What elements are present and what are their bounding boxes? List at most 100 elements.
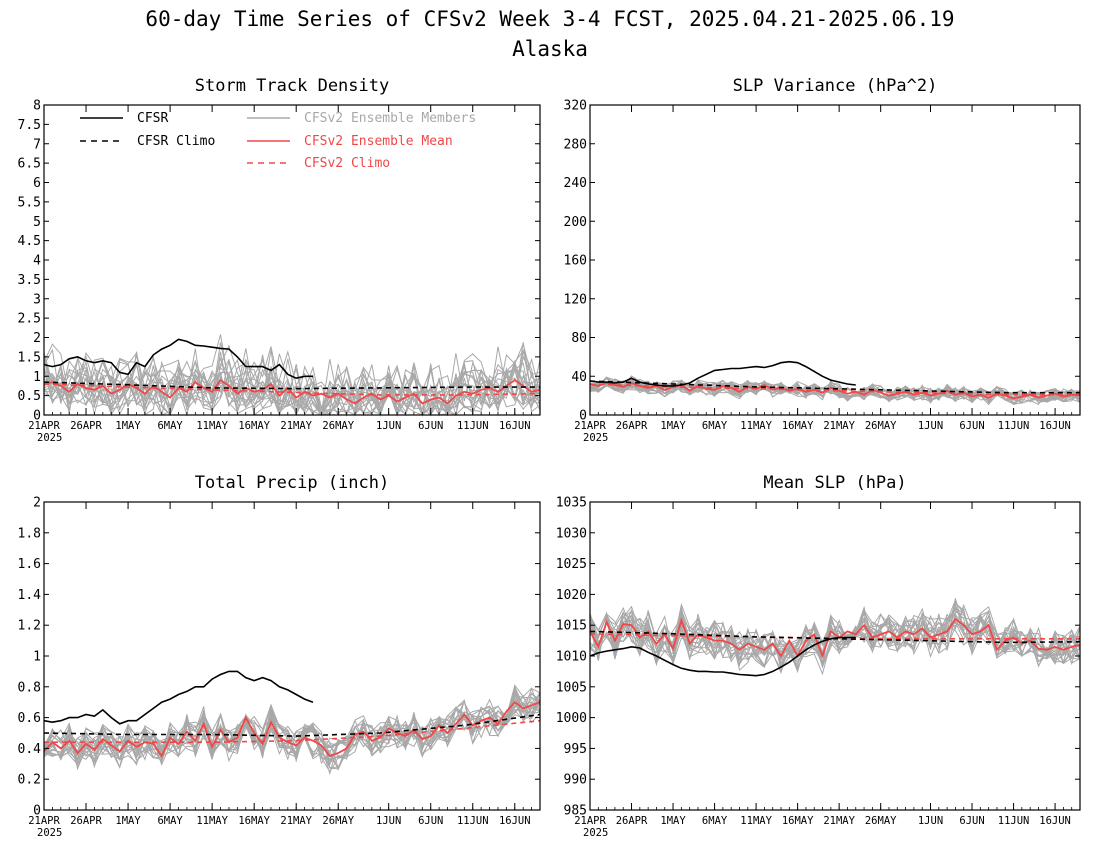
y-tick-label: 160: [564, 254, 587, 269]
x-tick-label: 16MAY: [782, 420, 814, 432]
cfsr-climo-line: [43, 381, 540, 390]
figure-title: 60-day Time Series of CFSv2 Week 3-4 FCS…: [145, 7, 954, 31]
x-tick-label: 16JUN: [1039, 420, 1071, 432]
x-tick-label: 1MAY: [115, 420, 141, 432]
x-tick-label: 21MAY: [280, 815, 312, 827]
y-tick-label: 7: [33, 137, 41, 152]
x-tick-label: 16JUN: [499, 420, 531, 432]
y-tick-label: 1005: [556, 680, 587, 695]
panel-title: Storm Track Density: [195, 76, 389, 96]
y-tick-label: 1000: [556, 711, 587, 726]
x-tick-label: 6MAY: [702, 815, 728, 827]
x-year-label: 2025: [583, 827, 608, 839]
ensemble-member-line: [43, 698, 541, 766]
y-tick-label: 5: [33, 215, 41, 230]
cfsr-line: [589, 636, 856, 677]
y-tick-label: 1020: [556, 588, 587, 603]
x-tick-label: 6JUN: [418, 420, 443, 432]
x-tick-label: 11MAY: [740, 420, 772, 432]
x-tick-label: 26APR: [616, 815, 648, 827]
cfsr-line: [589, 360, 856, 387]
x-tick-label: 21APR: [28, 815, 60, 827]
y-tick-label: 8: [33, 99, 41, 114]
x-tick-label: 1JUN: [918, 815, 943, 827]
x-tick-label: 6MAY: [157, 420, 183, 432]
x-tick-label: 11JUN: [998, 815, 1030, 827]
x-tick-label: 16JUN: [499, 815, 531, 827]
x-tick-label: 11MAY: [740, 815, 772, 827]
panel-mean-slp: Mean SLP (hPa) 985 990 995 1000 1005 1010 1015 1…: [556, 473, 1081, 839]
y-tick-label: 1035: [556, 496, 587, 511]
legend-label-ensemble-mean: CFSv2 Ensemble Mean: [304, 134, 453, 149]
y-tick-label: 1: [33, 370, 41, 385]
panel-slp-variance: SLP Variance (hPa^2) 0 40 80 120 160 200 240 280…: [564, 76, 1081, 444]
panel-title: Total Precip (inch): [195, 473, 389, 493]
y-tick-label: 1: [33, 650, 41, 665]
y-tick-label: 0.4: [18, 742, 42, 757]
panel-storm-track-density: Storm Track Density 0 0.5 1 1.5 2 2.5 3 3.5 4 4.5 5…: [18, 76, 541, 444]
x-tick-label: 1JUN: [376, 420, 401, 432]
cfsv2-climo-line: [589, 633, 1080, 640]
x-tick-label: 1MAY: [660, 420, 686, 432]
y-tick-label: 200: [564, 215, 587, 230]
y-tick-label: 6.5: [18, 157, 41, 172]
x-tick-label: 26APR: [70, 420, 102, 432]
y-tick-label: 2: [33, 496, 41, 511]
cfsr-climo-line: [589, 630, 1081, 644]
y-tick-label: 3: [33, 292, 41, 307]
plot-frame: [589, 104, 1081, 416]
y-tick-label: 1010: [556, 650, 587, 665]
x-tick-label: 26MAY: [865, 420, 897, 432]
x-tick-label: 11JUN: [457, 815, 489, 827]
ensemble-mean-line: [43, 700, 541, 758]
y-tick-label: 120: [564, 292, 587, 307]
x-tick-label: 11JUN: [457, 420, 489, 432]
cfsv2-climo-line: [43, 383, 541, 396]
x-tick-label: 21MAY: [280, 420, 312, 432]
ensemble-members: [43, 334, 541, 417]
ensemble-member-line: [43, 359, 541, 417]
x-tick-label: 21APR: [574, 815, 606, 827]
y-tick-label: 320: [564, 99, 587, 114]
x-tick-label: 16MAY: [782, 815, 814, 827]
y-tick-label: 0: [33, 409, 41, 424]
x-year-label: 2025: [37, 432, 62, 444]
ensemble-members: [43, 684, 541, 776]
y-tick-label: 0.6: [18, 711, 41, 726]
y-tick-label: 0.5: [18, 389, 41, 404]
y-tick-label: 280: [564, 137, 587, 152]
x-tick-label: 26MAY: [322, 815, 354, 827]
y-tick-label: 80: [571, 331, 587, 346]
y-tick-label: 4: [33, 254, 41, 269]
legend-label-cfsv2-climo: CFSv2 Climo: [304, 156, 390, 171]
y-tick-label: 5.5: [18, 195, 41, 210]
y-tick-label: 1015: [556, 619, 587, 634]
legend-label-cfsr: CFSR: [137, 111, 168, 126]
y-tick-label: 40: [571, 370, 587, 385]
y-tick-label: 1.8: [18, 526, 41, 541]
x-tick-label: 6MAY: [157, 815, 183, 827]
ensemble-member-line: [43, 691, 541, 763]
x-tick-label: 1JUN: [376, 815, 401, 827]
cfsr-line: [43, 338, 313, 380]
y-tick-label: 0.8: [18, 680, 41, 695]
y-tick-label: 1025: [556, 557, 587, 572]
panel-total-precip: Total Precip (inch) 0 0.2 0.4 0.6 0.8 1 1.2 1.4 1…: [18, 473, 541, 839]
y-tick-label: 0: [579, 409, 587, 424]
x-tick-label: 16MAY: [238, 420, 270, 432]
x-tick-label: 21APR: [28, 420, 60, 432]
ensemble-mean-line: [589, 617, 1081, 659]
legend: CFSR CFSR Climo CFSv2 Ensemble Members CFSv…: [80, 111, 476, 171]
y-tick-label: 6: [33, 176, 41, 191]
y-tick-label: 2: [33, 331, 41, 346]
x-tick-label: 6JUN: [959, 815, 984, 827]
x-tick-label: 16MAY: [238, 815, 270, 827]
y-tick-label: 990: [564, 773, 587, 788]
plot-frame: [589, 501, 1081, 811]
x-tick-label: 16JUN: [1039, 815, 1071, 827]
legend-label-members: CFSv2 Ensemble Members: [304, 111, 476, 126]
x-tick-label: 26APR: [616, 420, 648, 432]
x-tick-label: 1MAY: [115, 815, 141, 827]
x-tick-label: 6MAY: [702, 420, 728, 432]
